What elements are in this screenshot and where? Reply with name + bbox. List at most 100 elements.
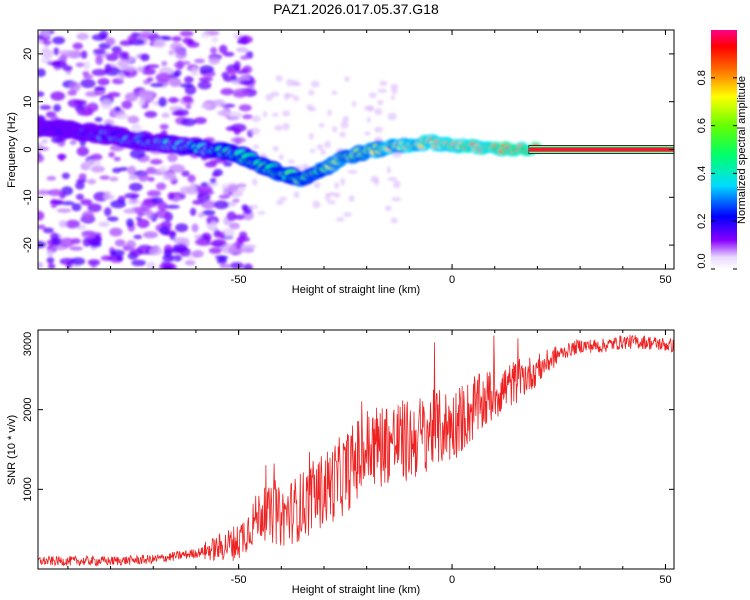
noise-speckle: [103, 207, 112, 217]
noise-speckle: [143, 231, 159, 239]
noise-speckle: [59, 237, 75, 248]
noise-speckle: [157, 201, 168, 211]
noise-speckle: [51, 237, 62, 247]
noise-speckle: [38, 142, 44, 147]
noise-speckle: [128, 175, 139, 180]
noise-speckle: [171, 36, 182, 42]
noise-speckle: [197, 80, 212, 90]
noise-speckle: [208, 57, 221, 65]
noise-speckle: [40, 47, 50, 53]
noise-speckle: [334, 182, 340, 189]
noise-speckle: [199, 65, 214, 74]
noise-speckle: [144, 110, 158, 118]
noise-speckle: [168, 164, 185, 173]
y-tick-label: 20: [22, 48, 34, 60]
noise-speckle: [172, 254, 182, 262]
noise-speckle: [161, 112, 170, 118]
noise-speckle: [159, 123, 169, 130]
noise-speckle: [282, 122, 290, 131]
noise-speckle: [368, 92, 377, 99]
noise-speckle: [110, 199, 126, 209]
noise-speckle: [308, 89, 315, 96]
noise-speckle: [61, 172, 70, 180]
noise-speckle: [275, 200, 284, 206]
noise-speckle: [78, 173, 87, 181]
noise-speckle: [76, 32, 89, 41]
noise-speckle: [287, 159, 296, 164]
noise-speckle: [270, 91, 280, 97]
noise-speckle: [109, 176, 119, 182]
noise-speckle: [374, 108, 383, 116]
noise-speckle: [179, 83, 194, 88]
noise-speckle: [308, 132, 314, 140]
noise-speckle: [390, 217, 398, 224]
colorbar-label: Normalized spectral amplitude: [736, 76, 748, 224]
noise-speckle: [236, 39, 249, 45]
noise-speckle: [107, 91, 121, 98]
noise-speckle: [67, 89, 78, 96]
noise-speckle: [111, 46, 122, 53]
noise-speckle: [137, 97, 146, 106]
noise-speckle: [239, 231, 248, 239]
noise-speckle: [312, 200, 321, 209]
noise-speckle: [233, 88, 250, 97]
noise-speckle: [184, 260, 196, 266]
snr-panel: -50 0 50 1000 2000 3000 Height of straight li…: [6, 329, 675, 596]
noise-speckle: [51, 60, 68, 69]
noise-speckle: [149, 247, 163, 256]
noise-speckle: [220, 88, 235, 96]
snr-ticks: -50 0 50 1000 2000 3000: [22, 329, 674, 586]
noise-speckle: [271, 112, 279, 117]
noise-speckle: [69, 246, 83, 251]
noise-speckle: [392, 152, 402, 158]
noise-speckle: [47, 189, 64, 196]
noise-speckle: [129, 149, 146, 159]
noise-speckle: [181, 118, 197, 127]
noise-speckle: [194, 238, 207, 246]
noise-speckle: [58, 220, 68, 228]
noise-speckle: [141, 68, 156, 75]
noise-speckle: [173, 61, 185, 69]
noise-speckle: [391, 87, 398, 95]
noise-speckle: [170, 42, 183, 51]
noise-speckle: [38, 224, 46, 230]
noise-speckle: [162, 254, 175, 262]
noise-speckle: [236, 47, 249, 53]
noise-speckle: [310, 80, 320, 88]
noise-speckle: [243, 263, 253, 269]
noise-speckle: [55, 137, 67, 143]
snr-frame: [37, 329, 675, 570]
noise-speckle: [56, 208, 72, 213]
noise-speckle: [189, 207, 197, 217]
noise-speckle: [104, 191, 112, 199]
noise-speckle: [171, 110, 185, 116]
noise-speckle: [190, 67, 199, 76]
noise-speckle: [81, 230, 97, 239]
noise-speckle: [109, 227, 123, 237]
colorbar-ticks: 0.0 0.2 0.4 0.6 0.8: [696, 70, 737, 270]
colorbar-tick-label: 0.4: [696, 166, 708, 181]
x-tick-label: -50: [231, 274, 247, 286]
noise-speckle: [216, 109, 231, 117]
noise-speckle: [110, 249, 125, 257]
noise-speckle: [116, 254, 124, 262]
noise-speckle: [113, 156, 121, 162]
noise-speckle: [81, 210, 95, 221]
noise-speckle: [161, 60, 168, 67]
noise-speckle: [118, 51, 127, 60]
noise-speckle: [105, 53, 119, 62]
noise-speckle: [136, 31, 153, 38]
colorbar-tick-label: 0.2: [696, 214, 708, 229]
y-tick-label: 2000: [22, 397, 34, 421]
noise-speckle: [238, 104, 252, 112]
noise-speckle: [374, 177, 380, 186]
noise-speckle: [38, 189, 51, 196]
noise-speckle: [313, 181, 321, 189]
y-tick-label: -20: [22, 237, 34, 253]
noise-speckle: [200, 103, 212, 109]
y-tick-label: 10: [22, 96, 34, 108]
noise-speckle: [82, 71, 90, 77]
noise-speckle: [237, 185, 246, 193]
noise-speckle: [374, 126, 383, 133]
colorbar-tick-label: 0.0: [696, 253, 708, 268]
